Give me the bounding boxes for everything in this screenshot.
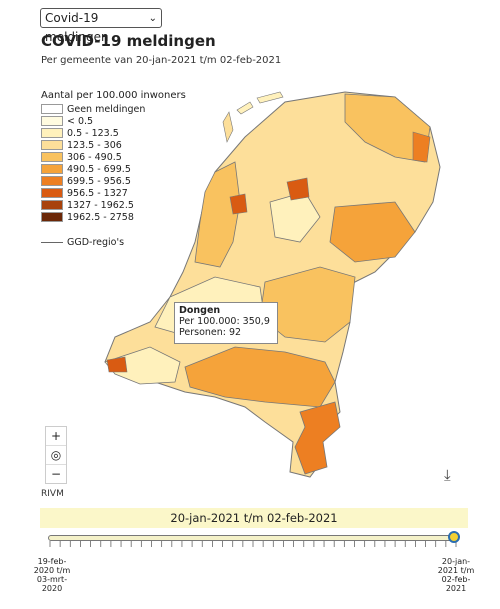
zoom-out-button[interactable]: − <box>50 467 62 481</box>
legend-label: 123.5 - 306 <box>67 139 122 151</box>
legend-label: 490.5 - 699.5 <box>67 163 131 175</box>
tooltip-persons: Personen: 92 <box>179 327 242 338</box>
legend-item: 699.5 - 956.5 <box>41 175 145 187</box>
legend-swatch <box>41 152 63 162</box>
map-region-overijssel[interactable] <box>329 201 416 263</box>
legend-label: < 0.5 <box>67 115 94 127</box>
selected-period: 20-jan-2021 t/m 02-feb-2021 <box>40 508 468 528</box>
zoom-in-button[interactable]: + <box>46 427 66 446</box>
map-region-limburg[interactable] <box>294 401 341 475</box>
legend-swatch <box>41 188 63 198</box>
legend: Geen meldingen < 0.5 0.5 - 123.5 123.5 - 30… <box>41 103 145 223</box>
legend-swatch <box>41 164 63 174</box>
tooltip-per100k: Per 100.000: 350,9 <box>179 316 270 327</box>
legend-label: Geen meldingen <box>67 103 146 115</box>
legend-label: 306 - 490.5 <box>67 151 122 163</box>
source-label: RIVM <box>41 489 64 499</box>
zoom-controls: + ◎ − <box>45 426 67 484</box>
timeline-start-label: 19-feb- 2020 t/m 03-mrt- 2020 <box>33 557 71 593</box>
legend-item: Geen meldingen <box>41 103 145 115</box>
legend-swatch <box>41 212 63 222</box>
legend-item: 490.5 - 699.5 <box>41 163 145 175</box>
map-island-vlieland[interactable] <box>236 101 254 115</box>
page-title: COVID-19 meldingen <box>41 32 216 50</box>
map-island-texel[interactable] <box>222 111 234 143</box>
map-hotspot-oost-groningen[interactable] <box>412 131 431 163</box>
legend-item: 1962.5 - 2758 <box>41 211 145 223</box>
timeline-handle[interactable] <box>448 531 460 543</box>
download-icon[interactable]: ⤓ <box>444 466 451 484</box>
map-tooltip: Dongen Per 100.000: 350,9 Personen: 92 <box>174 302 278 344</box>
map-hotspot-zeeland[interactable] <box>106 356 128 373</box>
netherlands-map[interactable] <box>95 82 455 482</box>
legend-item: 123.5 - 306 <box>41 139 145 151</box>
map-region-noord-holland[interactable] <box>194 161 241 268</box>
page-subtitle: Per gemeente van 20-jan-2021 t/m 02-feb-… <box>41 55 282 66</box>
timeline-end-label: 20-jan- 2021 t/m 02-feb- 2021 <box>437 557 475 593</box>
legend-swatch <box>41 128 63 138</box>
indicator-select-value: Covid-19 meldingen <box>45 11 109 44</box>
zoom-reset-button[interactable]: ◎ <box>46 446 66 465</box>
chevron-down-icon: ⌄ <box>148 13 157 24</box>
legend-label: 699.5 - 956.5 <box>67 175 131 187</box>
legend-swatch <box>41 200 63 210</box>
legend-item: < 0.5 <box>41 115 145 127</box>
map-region-zeeland[interactable] <box>104 346 181 385</box>
legend-swatch <box>41 140 63 150</box>
legend-swatch <box>41 104 63 114</box>
timeline-ticks <box>49 541 457 547</box>
legend-item: 1327 - 1962.5 <box>41 199 145 211</box>
ggd-legend: GGD-regio's <box>41 237 124 248</box>
legend-swatch <box>41 116 63 126</box>
legend-item: 956.5 - 1327 <box>41 187 145 199</box>
legend-label: 956.5 - 1327 <box>67 187 128 199</box>
legend-item: 306 - 490.5 <box>41 151 145 163</box>
legend-item: 0.5 - 123.5 <box>41 127 145 139</box>
tooltip-municipality: Dongen <box>179 305 221 316</box>
map-region-groningen[interactable] <box>344 93 431 163</box>
legend-title: Aantal per 100.000 inwoners <box>41 90 186 101</box>
legend-swatch <box>41 176 63 186</box>
map-hotspot-urk[interactable] <box>286 177 310 201</box>
legend-label: 1327 - 1962.5 <box>67 199 134 211</box>
map-island-terschelling[interactable] <box>256 91 284 104</box>
ggd-label: GGD-regio's <box>67 237 125 248</box>
indicator-select[interactable]: Covid-19 meldingen ⌄ <box>40 8 162 44</box>
map-hotspot-volendam[interactable] <box>229 193 248 215</box>
legend-label: 1962.5 - 2758 <box>67 211 134 223</box>
ggd-line-icon <box>41 242 63 243</box>
legend-label: 0.5 - 123.5 <box>67 127 119 139</box>
map-region-noord-brabant[interactable] <box>184 346 336 408</box>
